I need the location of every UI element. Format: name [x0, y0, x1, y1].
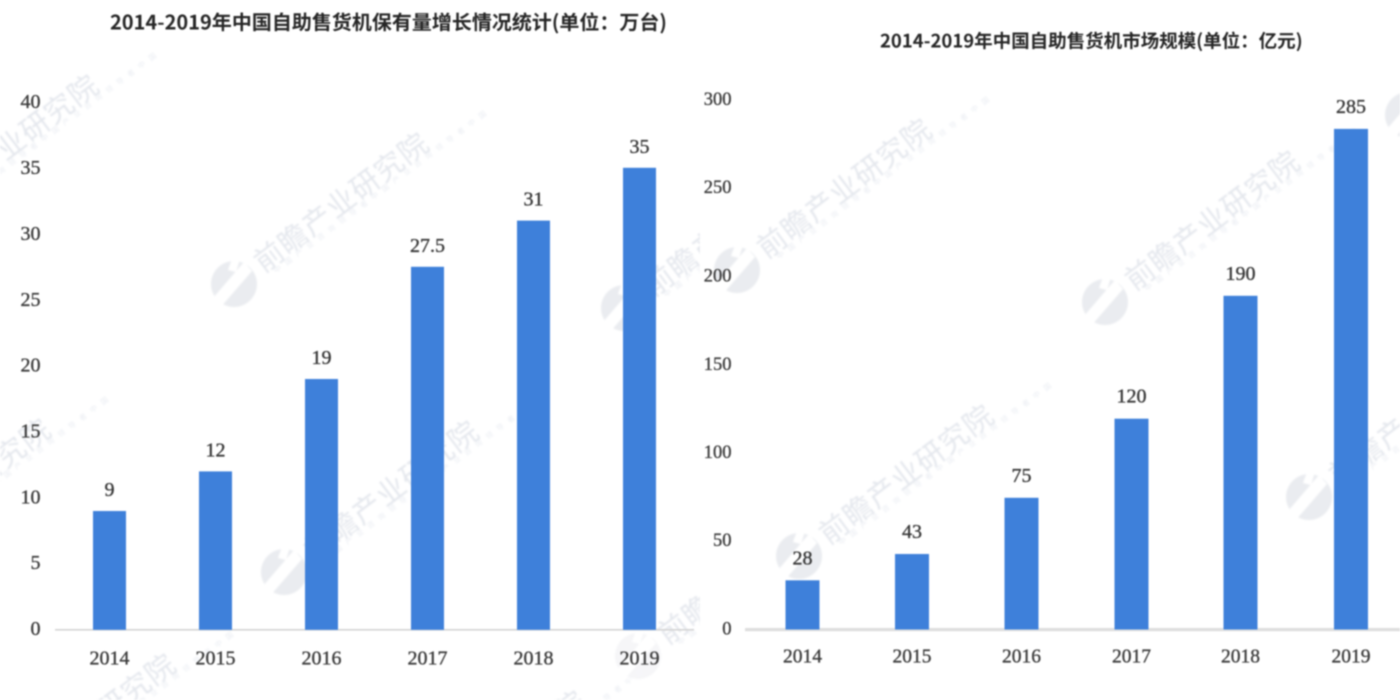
svg-text:35: 35: [21, 157, 41, 179]
svg-text:30: 30: [21, 223, 41, 245]
svg-text:285: 285: [1336, 96, 1366, 118]
svg-text:31: 31: [524, 189, 544, 211]
svg-text:20: 20: [21, 355, 41, 377]
svg-text:250: 250: [704, 178, 732, 198]
svg-text:0: 0: [722, 620, 731, 640]
svg-text:2014: 2014: [90, 647, 130, 669]
svg-text:35: 35: [630, 136, 650, 158]
svg-text:190: 190: [1226, 263, 1256, 285]
svg-text:9: 9: [105, 479, 115, 501]
svg-text:2016: 2016: [302, 647, 342, 669]
svg-text:2015: 2015: [893, 647, 932, 668]
svg-text:19: 19: [312, 347, 332, 369]
svg-text:2016: 2016: [1002, 647, 1041, 668]
svg-text:10: 10: [21, 486, 41, 508]
svg-text:100: 100: [704, 443, 732, 463]
svg-text:27.5: 27.5: [410, 235, 445, 257]
svg-text:2014: 2014: [783, 647, 822, 668]
svg-text:2018: 2018: [1221, 647, 1260, 668]
svg-text:25: 25: [21, 289, 41, 311]
svg-text:2017: 2017: [408, 647, 448, 669]
svg-text:28: 28: [793, 547, 813, 569]
svg-text:75: 75: [1012, 465, 1032, 487]
svg-text:2018: 2018: [514, 647, 554, 669]
svg-text:15: 15: [21, 420, 41, 442]
svg-text:2019: 2019: [1332, 647, 1371, 668]
svg-text:12: 12: [206, 439, 226, 461]
svg-text:120: 120: [1117, 386, 1147, 408]
svg-text:2017: 2017: [1112, 647, 1151, 668]
svg-text:50: 50: [713, 531, 732, 551]
svg-text:43: 43: [902, 521, 922, 543]
svg-text:2015: 2015: [196, 647, 236, 669]
svg-text:40: 40: [21, 91, 41, 113]
svg-text:5: 5: [31, 552, 41, 574]
svg-text:2019: 2019: [620, 647, 660, 669]
svg-text:200: 200: [704, 267, 732, 287]
svg-text:0: 0: [31, 618, 41, 640]
svg-text:150: 150: [704, 355, 732, 375]
svg-text:300: 300: [704, 90, 732, 110]
